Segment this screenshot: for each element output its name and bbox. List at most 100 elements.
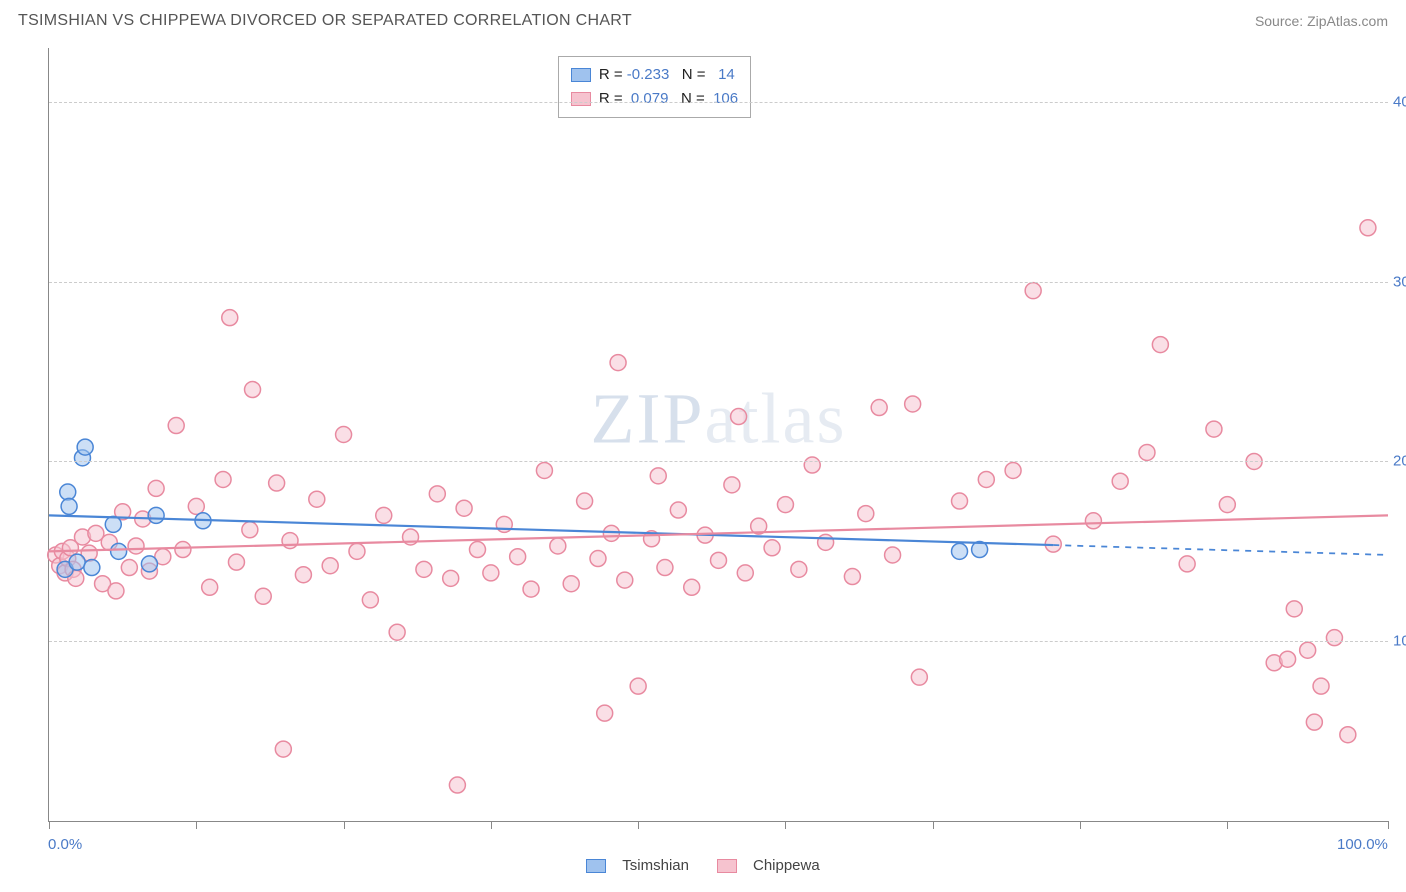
x-tick-label-min: 0.0%: [48, 836, 82, 853]
stat-text: R = -0.233 N = 14: [599, 63, 735, 87]
x-tick: [1388, 821, 1389, 829]
scatter-point: [603, 525, 619, 541]
scatter-point: [61, 498, 77, 514]
x-tick: [1080, 821, 1081, 829]
scatter-point: [275, 741, 291, 757]
scatter-point: [188, 498, 204, 514]
scatter-point: [309, 491, 325, 507]
scatter-point: [777, 497, 793, 513]
stat-legend-row: R = 0.079 N = 106: [571, 87, 738, 111]
scatter-point: [952, 543, 968, 559]
scatter-point: [858, 506, 874, 522]
scatter-point: [111, 543, 127, 559]
scatter-point: [1306, 714, 1322, 730]
scatter-point: [443, 570, 459, 586]
scatter-point: [617, 572, 633, 588]
x-tick: [49, 821, 50, 829]
scatter-svg: [49, 48, 1388, 821]
scatter-point: [523, 581, 539, 597]
scatter-point: [911, 669, 927, 685]
x-tick: [1227, 821, 1228, 829]
scatter-point: [84, 560, 100, 576]
chart-title: TSIMSHIAN VS CHIPPEWA DIVORCED OR SEPARA…: [18, 12, 632, 30]
scatter-point: [168, 418, 184, 434]
scatter-point: [148, 480, 164, 496]
scatter-point: [657, 560, 673, 576]
scatter-point: [255, 588, 271, 604]
scatter-point: [349, 543, 365, 559]
scatter-point: [228, 554, 244, 570]
scatter-point: [905, 396, 921, 412]
x-tick: [344, 821, 345, 829]
scatter-point: [456, 500, 472, 516]
y-tick-label: 20.0%: [1393, 453, 1406, 470]
stat-legend-row: R = -0.233 N = 14: [571, 63, 738, 87]
scatter-point: [148, 507, 164, 523]
scatter-point: [322, 558, 338, 574]
chart-plot-area: ZIPatlas R = -0.233 N = 14R = 0.079 N = …: [48, 48, 1388, 822]
scatter-point: [1152, 337, 1168, 353]
scatter-point: [510, 549, 526, 565]
scatter-point: [804, 457, 820, 473]
grid-line: [49, 102, 1388, 103]
scatter-point: [336, 427, 352, 443]
tsimshian-swatch: [586, 859, 606, 873]
scatter-point: [563, 576, 579, 592]
scatter-point: [724, 477, 740, 493]
scatter-point: [141, 556, 157, 572]
y-tick-label: 30.0%: [1393, 273, 1406, 290]
scatter-point: [1360, 220, 1376, 236]
scatter-point: [469, 542, 485, 558]
legend-label-chippewa: Chippewa: [753, 857, 820, 874]
scatter-point: [885, 547, 901, 563]
scatter-point: [550, 538, 566, 554]
scatter-point: [791, 561, 807, 577]
stat-text: R = 0.079 N = 106: [599, 87, 738, 111]
scatter-point: [376, 507, 392, 523]
scatter-point: [1112, 473, 1128, 489]
scatter-point: [60, 484, 76, 500]
y-tick-label: 40.0%: [1393, 93, 1406, 110]
scatter-point: [1005, 462, 1021, 478]
scatter-point: [362, 592, 378, 608]
grid-line: [49, 461, 1388, 462]
scatter-point: [590, 551, 606, 567]
x-tick: [785, 821, 786, 829]
scatter-point: [416, 561, 432, 577]
scatter-point: [1280, 651, 1296, 667]
scatter-point: [245, 382, 261, 398]
trend-line-extrapolated: [1053, 545, 1388, 555]
scatter-point: [684, 579, 700, 595]
scatter-point: [242, 522, 258, 538]
scatter-point: [1139, 444, 1155, 460]
scatter-point: [844, 569, 860, 585]
scatter-point: [1179, 556, 1195, 572]
scatter-point: [711, 552, 727, 568]
bottom-legend: Tsimshian Chippewa: [0, 857, 1406, 874]
scatter-point: [202, 579, 218, 595]
grid-line: [49, 641, 1388, 642]
scatter-point: [128, 538, 144, 554]
scatter-point: [1025, 283, 1041, 299]
stat-swatch: [571, 92, 591, 106]
source-label: Source: ZipAtlas.com: [1255, 13, 1388, 29]
legend-item-tsimshian: Tsimshian: [586, 857, 689, 874]
scatter-point: [1313, 678, 1329, 694]
scatter-point: [978, 471, 994, 487]
scatter-point: [650, 468, 666, 484]
scatter-point: [429, 486, 445, 502]
scatter-point: [483, 565, 499, 581]
scatter-point: [105, 516, 121, 532]
scatter-point: [737, 565, 753, 581]
chippewa-swatch: [717, 859, 737, 873]
scatter-point: [818, 534, 834, 550]
scatter-point: [764, 540, 780, 556]
scatter-point: [731, 409, 747, 425]
y-tick-label: 10.0%: [1393, 633, 1406, 650]
stat-legend-box: R = -0.233 N = 14R = 0.079 N = 106: [558, 56, 751, 118]
scatter-point: [269, 475, 285, 491]
scatter-point: [536, 462, 552, 478]
stat-swatch: [571, 68, 591, 82]
x-tick: [491, 821, 492, 829]
scatter-point: [952, 493, 968, 509]
